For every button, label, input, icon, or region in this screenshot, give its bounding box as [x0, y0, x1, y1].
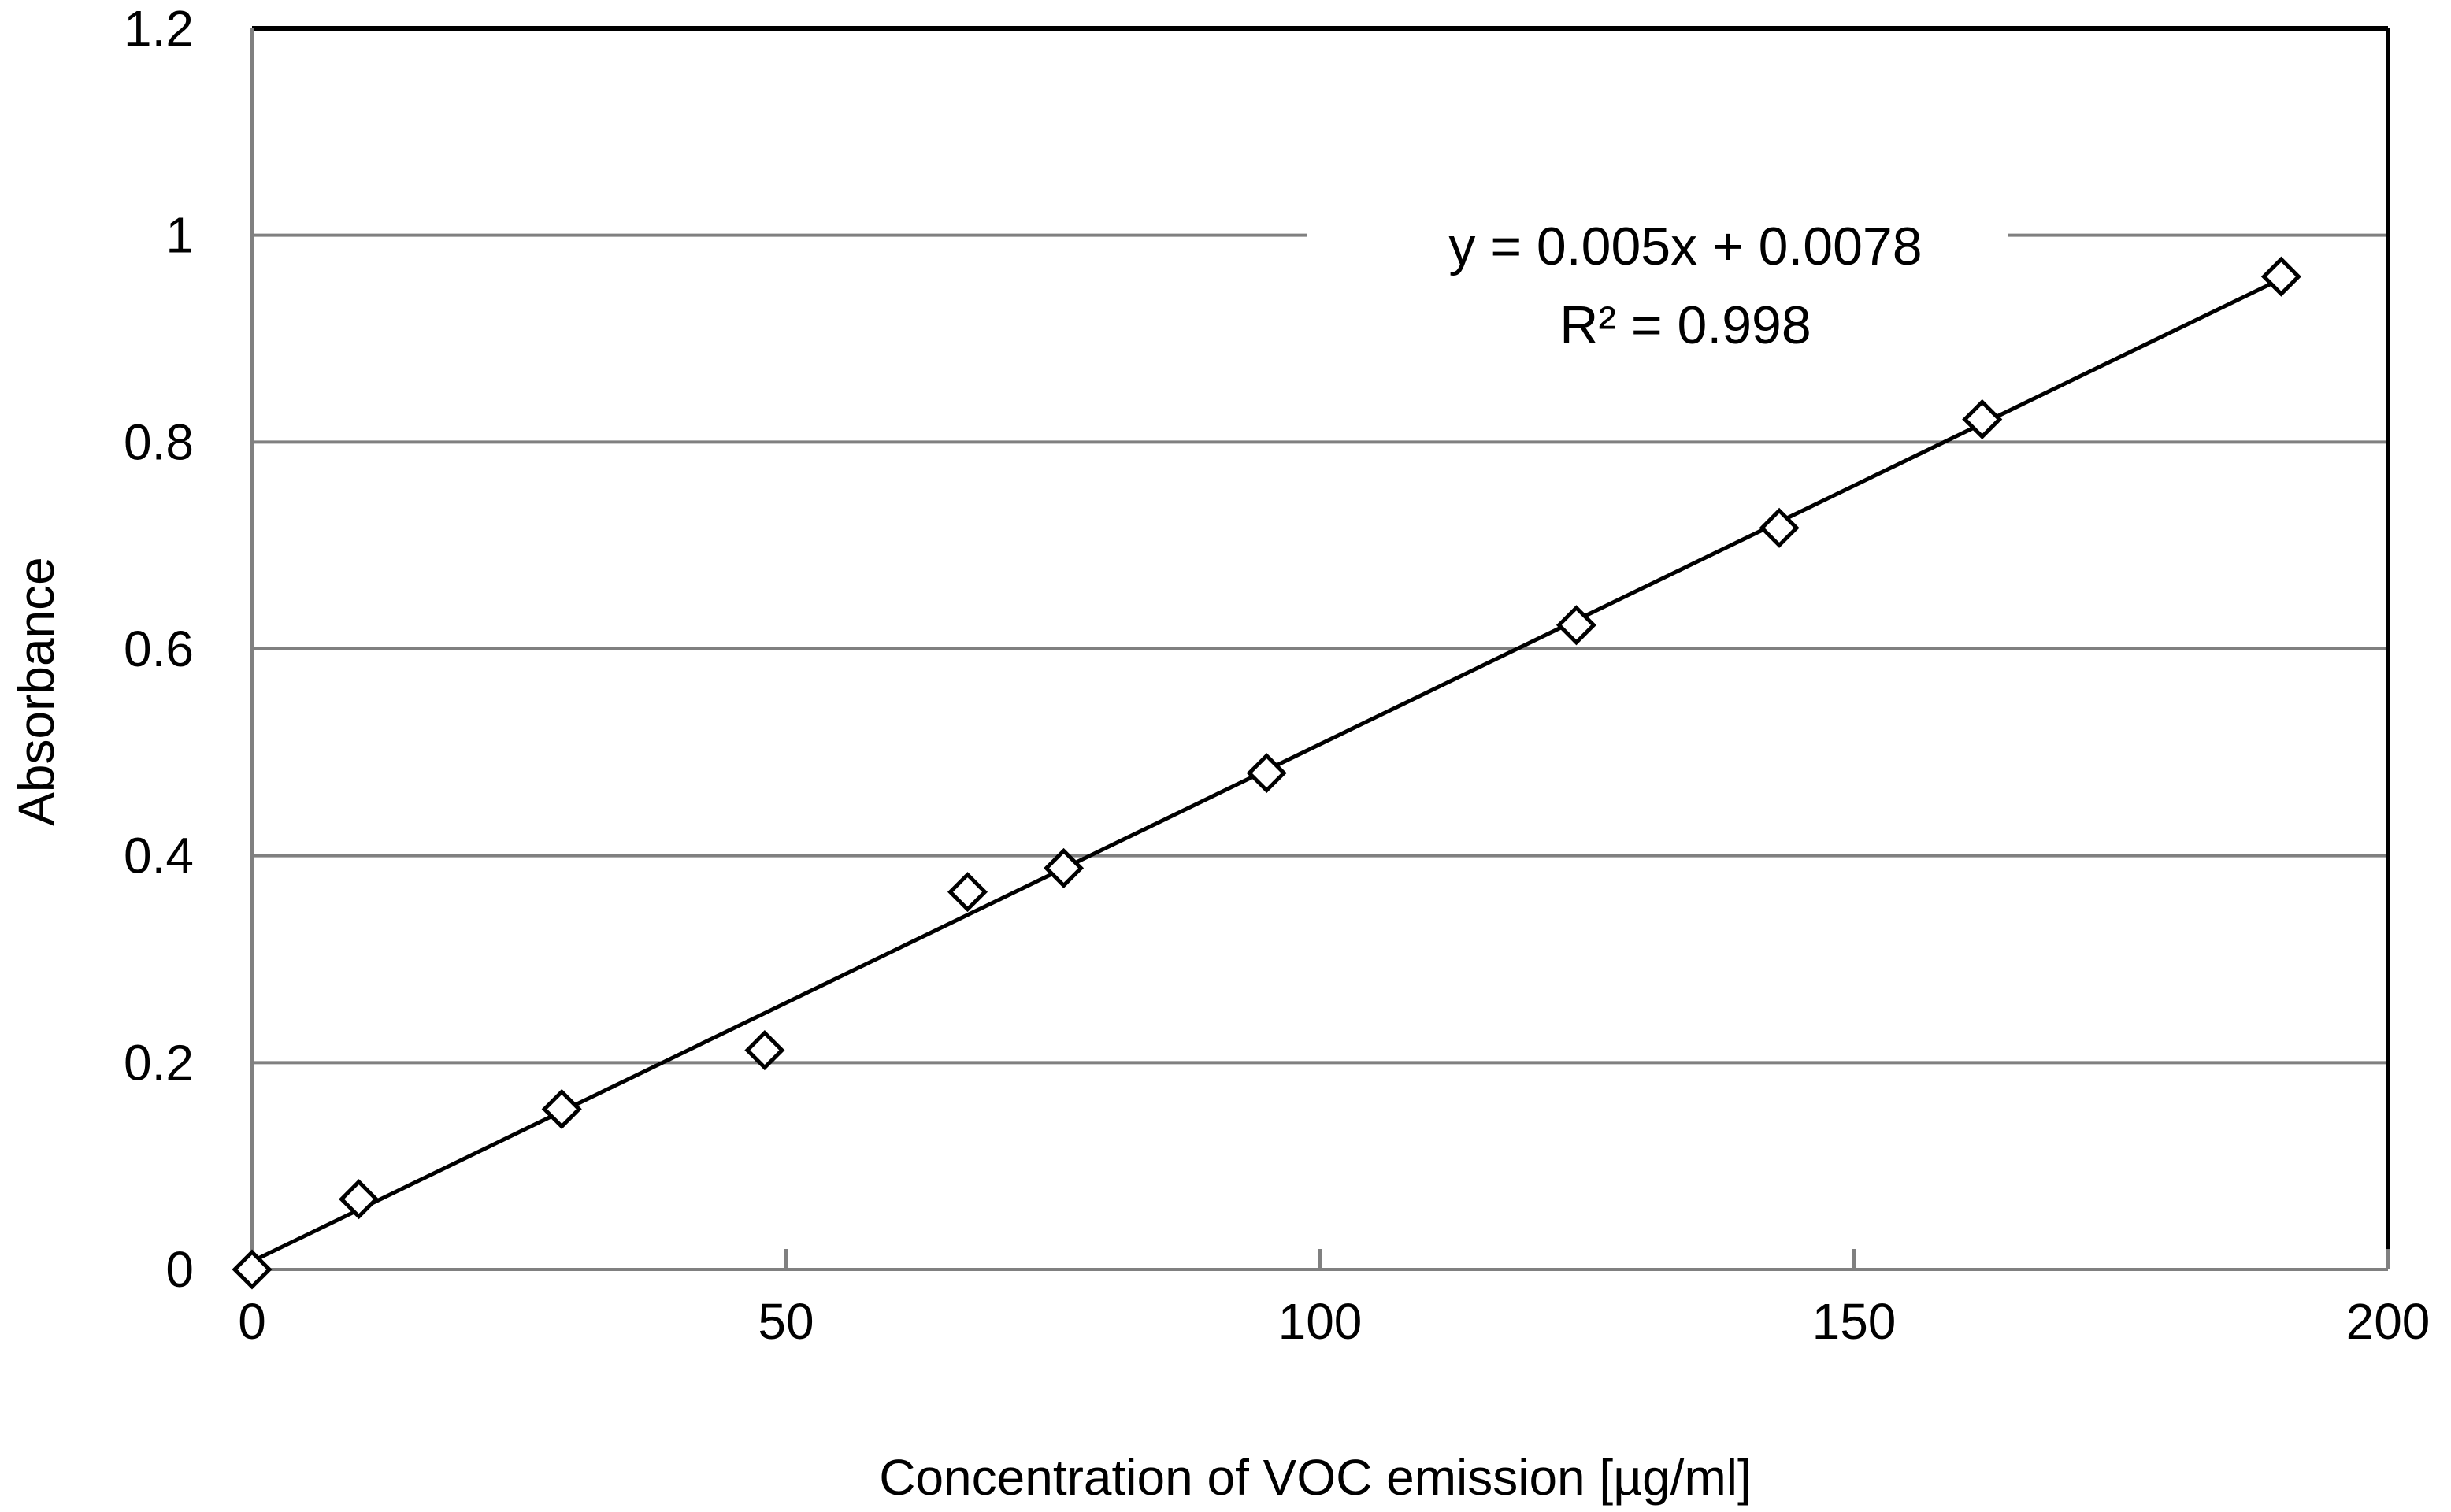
- y-tick-label-0: 0: [165, 1241, 194, 1298]
- y-tick-label-5: 1: [165, 207, 194, 264]
- data-point-7: [1556, 605, 1596, 646]
- y-tick-label-6: 1.2: [124, 0, 194, 57]
- data-point-10: [2260, 256, 2301, 297]
- x-axis-title: Concentration of VOC emission [µg/ml]: [879, 1449, 1752, 1506]
- x-tick-label-1: 50: [758, 1293, 814, 1350]
- y-tick-label-1: 0.2: [124, 1034, 194, 1091]
- equation-background: [1307, 197, 2008, 370]
- y-axis-title: Absorbance: [8, 557, 65, 826]
- data-point-5: [1044, 847, 1085, 888]
- data-point-1: [339, 1179, 380, 1220]
- data-point-6: [1246, 753, 1287, 794]
- data-point-2: [541, 1088, 582, 1129]
- data-points: [232, 256, 2301, 1290]
- y-tick-label-4: 0.8: [124, 413, 194, 470]
- y-tick-label-2: 0.4: [124, 828, 194, 884]
- data-point-0: [232, 1249, 273, 1290]
- x-tick-label-3: 150: [1812, 1293, 1897, 1350]
- data-point-4: [947, 872, 988, 913]
- x-tick-label-2: 100: [1278, 1293, 1363, 1350]
- y-tick-label-3: 0.6: [124, 621, 194, 677]
- tick-labels: 0 50 100 150 200 0 0.2 0.4 0.6 0.8 1 1.2: [124, 0, 2430, 1350]
- trendline-equation-text: y = 0.005x + 0.0078: [1448, 217, 1922, 276]
- trendline-equation: y = 0.005x + 0.0078 R² = 0.998: [1307, 197, 2008, 370]
- data-point-3: [744, 1030, 785, 1071]
- trendline-r2-text: R² = 0.998: [1559, 295, 1811, 355]
- data-point-9: [1962, 398, 2003, 439]
- x-tick-label-4: 200: [2346, 1293, 2431, 1350]
- data-point-8: [1759, 507, 1800, 548]
- x-tick-label-0: 0: [238, 1293, 266, 1350]
